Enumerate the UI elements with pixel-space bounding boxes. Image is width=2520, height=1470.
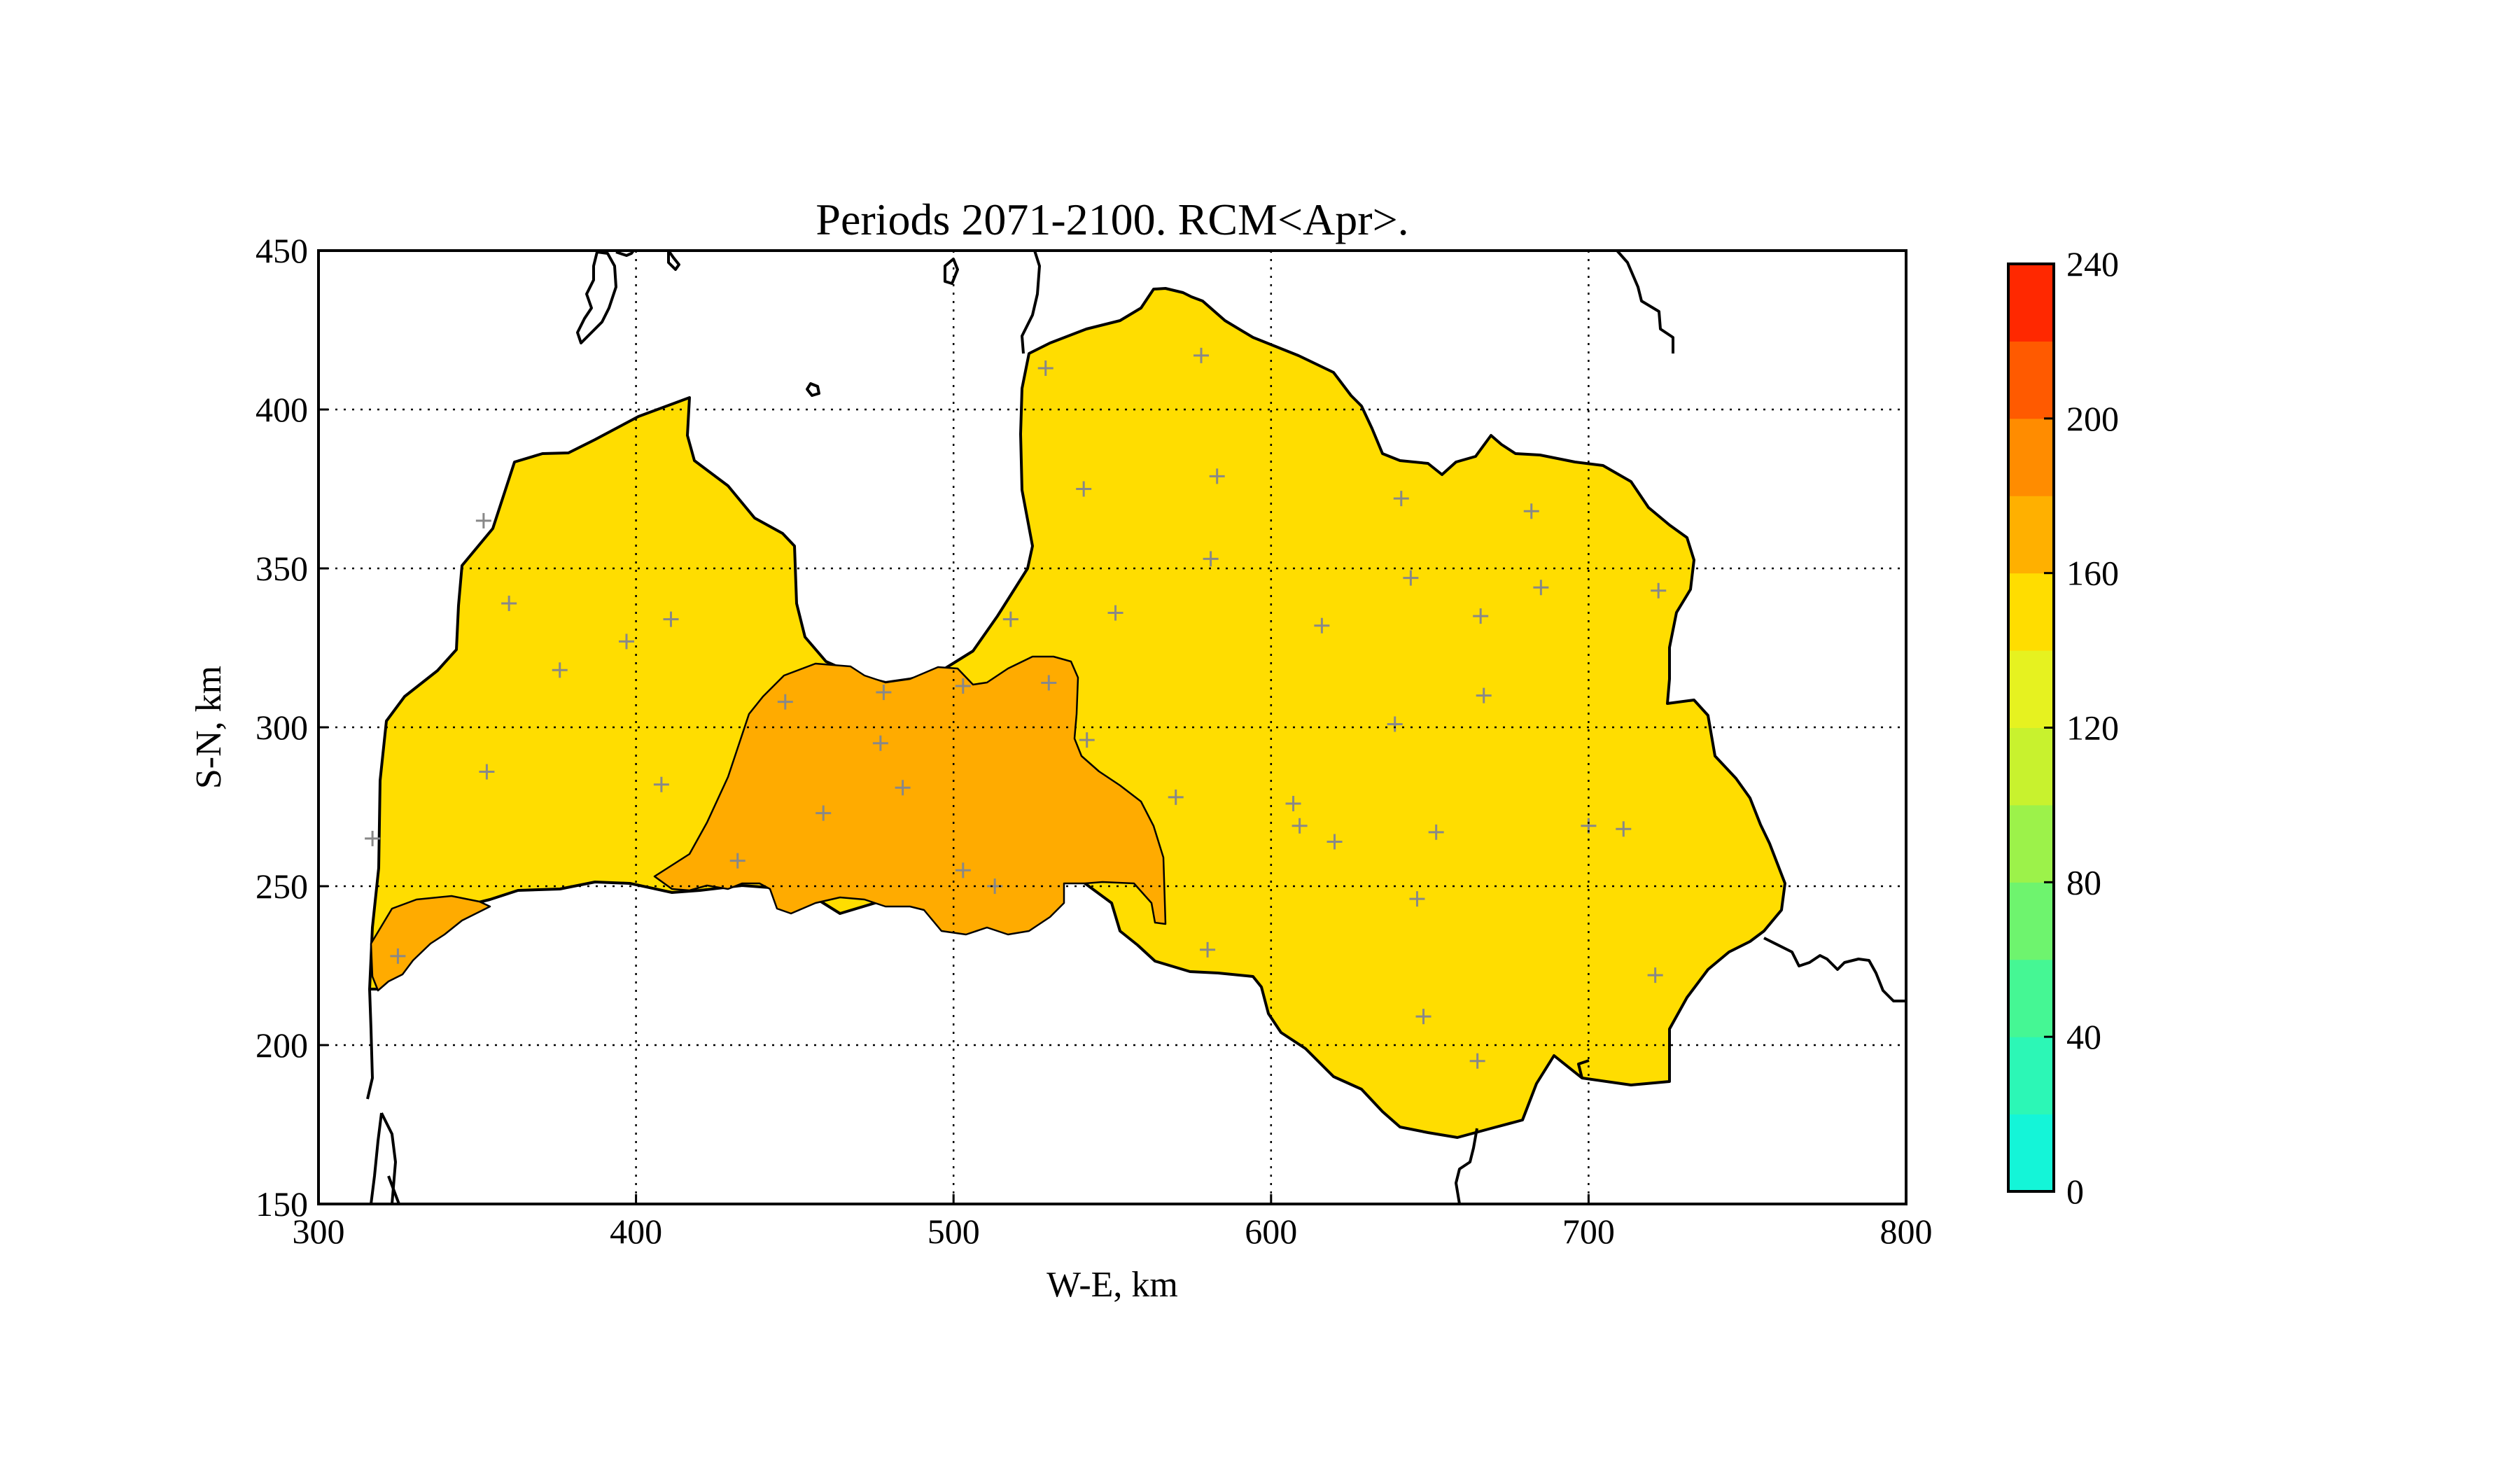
colorbar-band <box>2008 804 2054 883</box>
y-tick-label: 300 <box>255 708 308 747</box>
station-marker <box>777 694 793 710</box>
station-marker <box>876 685 892 701</box>
station-marker <box>501 595 517 611</box>
colorbar-tick-label: 80 <box>2066 862 2101 902</box>
x-tick-label: 400 <box>610 1212 662 1251</box>
colorbar-band <box>2008 959 2054 1037</box>
station-marker <box>816 805 832 821</box>
colorbar-band <box>2008 264 2054 342</box>
station-marker <box>1079 732 1095 748</box>
colorbar-tick-label: 240 <box>2066 244 2119 284</box>
station-marker <box>1428 824 1444 840</box>
station-marker <box>1200 941 1216 958</box>
station-marker <box>1469 1053 1485 1069</box>
y-tick-label: 400 <box>255 390 308 429</box>
colorbar-band <box>2008 341 2054 419</box>
y-tick-label: 150 <box>255 1184 308 1224</box>
station-marker <box>872 735 888 751</box>
station-marker <box>390 948 406 964</box>
station-marker <box>955 862 971 878</box>
station-marker <box>1209 468 1225 484</box>
colorbar-band <box>2008 496 2054 574</box>
colorbar-band <box>2008 1037 2054 1115</box>
station-marker <box>1203 551 1219 567</box>
colorbar-band <box>2008 1114 2054 1192</box>
colorbar-tick-label: 120 <box>2066 708 2119 748</box>
station-marker <box>1107 605 1124 621</box>
y-tick-label: 200 <box>255 1026 308 1065</box>
station-marker <box>1076 481 1092 497</box>
colorbar-tick-label: 0 <box>2066 1172 2084 1211</box>
station-marker <box>365 830 381 846</box>
x-tick-label: 700 <box>1562 1212 1615 1251</box>
station-marker <box>1533 580 1549 596</box>
x-tick-label: 800 <box>1880 1212 1933 1251</box>
station-marker <box>1393 491 1409 507</box>
station-marker <box>1616 821 1632 837</box>
station-marker <box>1194 347 1210 363</box>
station-marker <box>618 634 634 650</box>
station-marker <box>1292 818 1308 834</box>
colorbar <box>2008 264 2054 1192</box>
x-tick-label: 300 <box>293 1212 345 1251</box>
station-markers <box>365 347 1667 1069</box>
station-marker <box>1041 675 1057 691</box>
station-marker <box>1285 795 1301 811</box>
station-marker <box>1037 360 1054 376</box>
station-marker <box>1415 1009 1432 1025</box>
station-marker <box>479 764 495 780</box>
station-marker <box>955 678 971 694</box>
x-axis-ticks: 300 400 500 600 700 800 <box>293 1194 1933 1251</box>
colorbar-ticks: 0 40 80 120 160 200 240 <box>2044 244 2119 1211</box>
station-marker <box>1651 582 1667 598</box>
region-140-160-southwest <box>370 895 491 992</box>
y-tick-label: 350 <box>255 549 308 588</box>
station-marker <box>1647 967 1663 983</box>
station-marker <box>1403 570 1419 586</box>
x-tick-label: 500 <box>927 1212 980 1251</box>
colorbar-band <box>2008 650 2054 728</box>
station-marker <box>552 662 568 678</box>
station-marker <box>1476 687 1492 704</box>
station-marker <box>653 776 669 792</box>
station-marker <box>1314 617 1330 634</box>
coastlines <box>366 251 1906 1204</box>
station-marker <box>1473 608 1489 624</box>
station-marker <box>1168 789 1184 805</box>
colorbar-band <box>2008 418 2054 496</box>
colorbar-tick-label: 40 <box>2066 1017 2101 1056</box>
station-marker <box>1387 716 1403 732</box>
region-140-160-central <box>653 655 1167 936</box>
chart-title: Periods 2071-2100. RCM<Apr>. <box>816 195 1408 244</box>
y-tick-label: 450 <box>255 231 308 270</box>
y-tick-label: 250 <box>255 867 308 906</box>
y-axis-title: S-N, km <box>189 666 229 789</box>
station-marker <box>729 853 746 869</box>
station-marker <box>1409 891 1425 907</box>
station-marker <box>895 780 911 796</box>
station-marker <box>1523 503 1539 519</box>
station-marker <box>1326 834 1343 850</box>
x-tick-label: 600 <box>1245 1212 1297 1251</box>
colorbar-band <box>2008 727 2054 806</box>
station-marker <box>475 512 491 528</box>
colorbar-band <box>2008 573 2054 651</box>
colorbar-tick-label: 160 <box>2066 554 2119 593</box>
station-marker <box>1002 611 1018 627</box>
station-marker <box>663 611 679 627</box>
x-axis-title: W-E, km <box>1046 1265 1178 1305</box>
colorbar-band <box>2008 882 2054 960</box>
colorbar-tick-label: 200 <box>2066 399 2119 438</box>
colorbar-frame <box>2007 262 2055 1193</box>
y-axis-ticks: 150 200 250 300 350 400 450 <box>255 231 328 1224</box>
